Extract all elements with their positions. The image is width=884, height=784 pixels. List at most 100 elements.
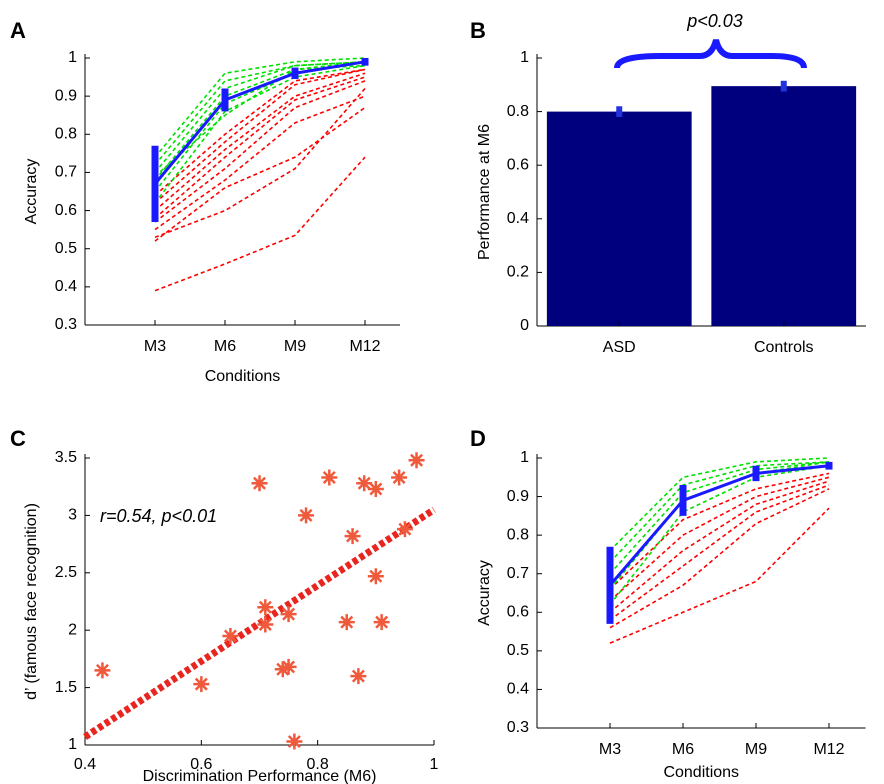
scatter-point — [367, 480, 384, 497]
y-tick-label: 1 — [68, 736, 77, 753]
series-line — [154, 106, 366, 242]
x-tick-label: M3 — [144, 338, 166, 355]
scatter-point — [280, 658, 297, 675]
y-tick-label: 2.5 — [55, 564, 77, 581]
scatter-point — [408, 452, 425, 469]
y-tick-label: 1 — [520, 449, 529, 466]
series-line — [609, 472, 830, 590]
x-tick-label: 0.6 — [190, 756, 212, 773]
y-tick-label: 1.5 — [55, 679, 77, 696]
y-axis-label: Accuracy — [23, 159, 40, 225]
y-tick-label: 0.8 — [507, 103, 529, 120]
y-tick-label: 0.6 — [55, 202, 77, 219]
series-line — [609, 488, 830, 629]
scatter-point — [251, 475, 268, 492]
scatter-point — [274, 661, 291, 678]
y-tick-label: 0.7 — [507, 565, 529, 582]
x-tick-label: M3 — [599, 741, 621, 758]
series-line — [609, 461, 830, 563]
scatter-point — [222, 627, 239, 644]
y-tick-label: 0.5 — [55, 240, 77, 257]
y-tick-label: 3 — [68, 507, 77, 524]
scatter-point — [193, 676, 210, 693]
panel-label: C — [10, 426, 26, 451]
series-line — [154, 87, 366, 239]
series-line — [154, 64, 366, 204]
x-axis-label: Conditions — [205, 368, 281, 385]
y-tick-label: 0.3 — [55, 316, 77, 333]
panel-label: B — [470, 18, 486, 43]
bar — [711, 86, 857, 326]
series-line — [154, 72, 366, 212]
series-line — [154, 68, 366, 196]
series-line — [154, 80, 366, 223]
y-axis-label: Accuracy — [476, 560, 493, 626]
annotation: p<0.03 — [686, 11, 743, 31]
y-tick-label: 3.5 — [55, 449, 77, 466]
series-line — [609, 464, 830, 606]
x-axis-label: Conditions — [663, 764, 739, 781]
scatter-point — [396, 521, 413, 538]
scatter-point — [321, 469, 338, 486]
scatter-point — [350, 668, 367, 685]
panel-label: D — [470, 426, 486, 451]
panel-label: A — [10, 18, 26, 43]
x-tick-label: Controls — [754, 339, 814, 356]
y-tick-label: 2 — [68, 621, 77, 638]
y-tick-label: 0.6 — [507, 156, 529, 173]
series-line — [153, 60, 366, 185]
y-tick-label: 0.4 — [55, 278, 77, 295]
y-tick-label: 1 — [68, 49, 77, 66]
x-tick-label: M9 — [284, 338, 306, 355]
y-tick-label: 0.4 — [507, 210, 529, 227]
bar — [546, 111, 692, 326]
series-line — [609, 461, 830, 575]
scatter-point — [373, 614, 390, 631]
y-axis-label: Performance at M6 — [476, 124, 493, 260]
x-tick-label: M6 — [672, 741, 694, 758]
scatter-point — [338, 614, 355, 631]
y-tick-label: 0.2 — [507, 264, 529, 281]
x-tick-label: 0.4 — [74, 756, 96, 773]
x-tick-label: M12 — [349, 338, 380, 355]
y-tick-label: 0.6 — [507, 604, 529, 621]
series-line — [609, 476, 830, 602]
x-tick-label: 0.8 — [307, 756, 329, 773]
series-line — [609, 507, 830, 644]
annotation: r=0.54, p<0.01 — [100, 506, 217, 526]
series-line — [154, 61, 366, 166]
scatter-point — [298, 507, 315, 524]
series-line — [154, 61, 366, 173]
scatter-point — [367, 568, 384, 585]
y-tick-label: 0.9 — [507, 488, 529, 505]
y-tick-label: 0.5 — [507, 642, 529, 659]
scatter-point — [286, 733, 303, 750]
y-tick-label: 0.9 — [55, 87, 77, 104]
series-line — [154, 156, 366, 292]
x-tick-label: M6 — [214, 338, 236, 355]
y-tick-label: 0.3 — [507, 719, 529, 736]
y-tick-label: 0.8 — [55, 126, 77, 143]
series-line — [154, 61, 366, 181]
series-line — [609, 484, 830, 621]
y-tick-label: 0.8 — [507, 526, 529, 543]
series-line — [154, 95, 366, 231]
y-axis-label: d’ (famous face recognition) — [23, 503, 40, 700]
y-tick-label: 0 — [520, 317, 529, 334]
scatter-point — [391, 469, 408, 486]
series-line — [609, 480, 830, 613]
scatter-point — [257, 616, 274, 633]
scatter-point — [356, 475, 373, 492]
series-line — [154, 64, 366, 177]
x-tick-label: M9 — [745, 741, 767, 758]
series-line — [609, 457, 830, 552]
x-tick-label: ASD — [603, 339, 636, 356]
series-line — [154, 76, 366, 219]
scatter-point — [257, 599, 274, 616]
significance-brace — [614, 39, 807, 69]
series-line — [154, 68, 366, 204]
x-axis-label: Discrimination Performance (M6) — [143, 768, 377, 784]
y-tick-label: 1 — [520, 49, 529, 66]
scatter-point — [94, 662, 111, 679]
